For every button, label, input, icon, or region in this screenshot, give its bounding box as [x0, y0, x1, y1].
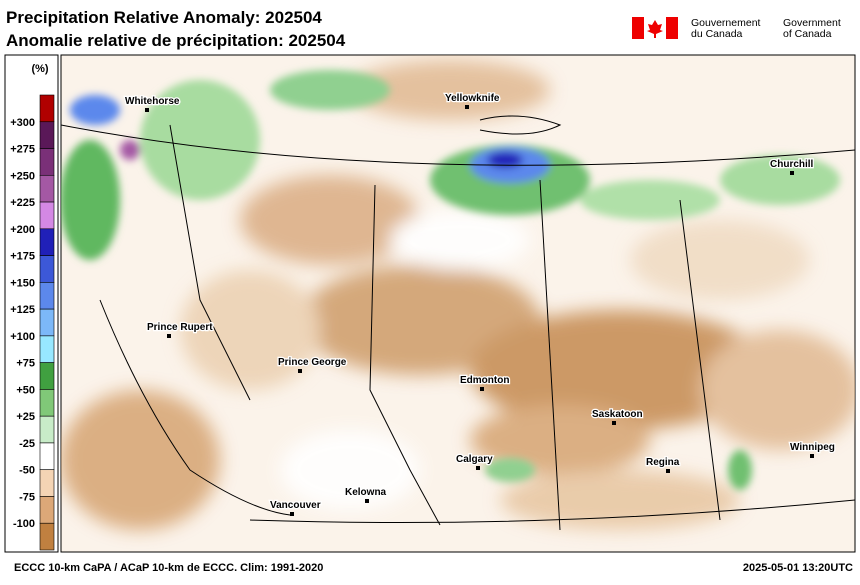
legend-swatch: [39, 522, 55, 551]
legend: +300 +275 +250 +225 +200 +175 +150 +125 +100 +75 +…: [10, 94, 55, 551]
legend-swatch: [39, 228, 55, 256]
legend-swatch: [39, 201, 55, 230]
city-labels: Whitehorse Yellowknife Churchill Prince Rup…: [124, 92, 836, 516]
legend-label: +200: [10, 224, 35, 236]
city-dot: [790, 171, 794, 175]
wordmark-en: Government: [783, 17, 841, 29]
legend-swatch: [39, 362, 55, 390]
legend-label: -75: [19, 491, 35, 503]
legend-label: -100: [13, 518, 35, 530]
legend-swatch: [39, 496, 55, 524]
footer-timestamp: 2025-05-01 13:20UTC: [743, 562, 853, 574]
city-name: Whitehorse: [125, 96, 180, 107]
wordmark-fr: Gouvernement: [691, 17, 761, 29]
legend-swatch: [39, 389, 55, 417]
legend-unit: (%): [31, 63, 48, 75]
title-fr: Anomalie relative de précipitation: 2025…: [6, 31, 346, 50]
city-name: Churchill: [770, 159, 814, 170]
legend-swatch: [39, 174, 55, 203]
legend-label: -50: [19, 465, 35, 477]
wordmark-en: of Canada: [783, 28, 832, 40]
city-name: Regina: [646, 457, 680, 468]
city-name: Calgary: [456, 454, 493, 465]
city-name: Edmonton: [460, 375, 509, 386]
legend-label: +225: [10, 197, 35, 209]
legend-swatch: [39, 335, 55, 363]
anomaly-field: [61, 60, 855, 531]
city-dot: [145, 108, 149, 112]
legend-label: +25: [16, 411, 35, 423]
canada-flag: [632, 17, 678, 39]
city-dot: [167, 334, 171, 338]
legend-swatch: [39, 255, 55, 283]
city-name: Kelowna: [345, 487, 387, 498]
legend-swatch: [39, 415, 55, 444]
title-en: Precipitation Relative Anomaly: 202504: [6, 8, 322, 27]
legend-swatch: [39, 94, 55, 123]
boundaries: [61, 115, 855, 531]
legend-label: +125: [10, 304, 35, 316]
legend-swatch: [39, 469, 55, 497]
legend-swatch: [39, 308, 55, 337]
legend-swatch: [39, 121, 55, 149]
city-name: Vancouver: [270, 500, 321, 511]
city-dot: [476, 466, 480, 470]
legend-label: +50: [16, 384, 35, 396]
city-dot: [810, 454, 814, 458]
city-name: Prince George: [278, 357, 347, 368]
city-dot: [612, 421, 616, 425]
legend-swatch: [39, 442, 55, 471]
legend-swatch: [39, 148, 55, 176]
city-dot: [298, 369, 302, 373]
legend-label: +175: [10, 251, 35, 263]
legend-swatch: [39, 282, 55, 310]
city-dot: [465, 105, 469, 109]
city-dot: [290, 512, 294, 516]
city-name: Saskatoon: [592, 409, 643, 420]
footer-source: ECCC 10-km CaPA / ACaP 10-km de ECCC. Cl…: [14, 562, 323, 574]
city-dot: [365, 499, 369, 503]
city-name: Yellowknife: [445, 93, 500, 104]
legend-label: -25: [19, 438, 35, 450]
city-name: Prince Rupert: [147, 322, 213, 333]
wordmark-fr: du Canada: [691, 28, 743, 40]
city-dot: [666, 469, 670, 473]
legend-label: +75: [16, 358, 35, 370]
legend-label: +100: [10, 331, 35, 343]
legend-label: +275: [10, 144, 35, 156]
legend-label: +300: [10, 117, 35, 129]
city-name: Winnipeg: [790, 442, 835, 453]
legend-label: +150: [10, 277, 35, 289]
city-dot: [480, 387, 484, 391]
legend-label: +250: [10, 170, 35, 182]
